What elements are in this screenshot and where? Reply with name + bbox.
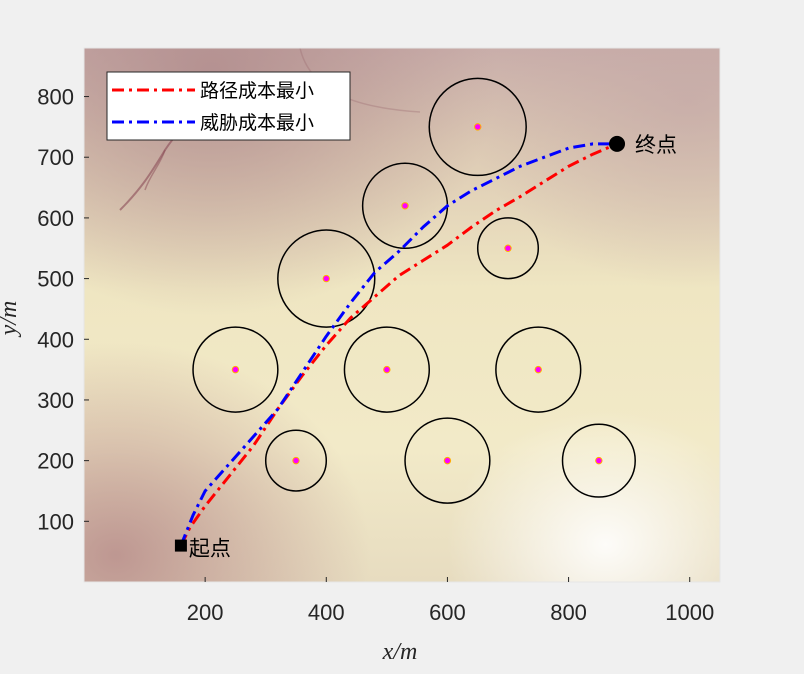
end-marker [609,135,626,152]
threat-center-point [401,202,409,210]
x-tick-label: 200 [187,600,224,625]
legend: 路径成本最小 威胁成本最小 [106,71,351,141]
threat-center-point [322,274,330,283]
threat-circle [192,326,279,413]
y-tick-label: 500 [37,267,74,292]
threat-circle [404,417,491,504]
plot-area-frame [83,47,721,583]
threat-circle [476,217,540,280]
threat-center-point [474,123,482,131]
end-label: 终点 [635,133,677,157]
start-marker [174,539,187,552]
threat-circle [495,326,582,413]
series-line-threat-cost [179,142,617,547]
threat-center-point [383,365,391,374]
y-axis-label: y/m [0,301,22,338]
threat-circle [343,326,431,413]
y-tick-label: 800 [37,85,74,110]
x-tick-label: 600 [429,600,466,625]
legend-label-threat-cost: 威胁成本最小 [200,112,314,134]
threat-circle [277,229,376,328]
y-tick-label: 100 [37,509,74,534]
legend-label-path-cost: 路径成本最小 [200,80,314,102]
y-tick-label: 200 [37,449,74,474]
series-line-path-cost [179,142,618,547]
threat-center-point [504,244,512,252]
y-tick-label: 400 [37,327,74,352]
x-tick-label: 1000 [665,600,714,625]
threat-center-point [534,365,542,374]
threat-circle [428,77,527,177]
y-axis-ticks: 100 200 300 400 500 600 700 800 [37,85,89,534]
threat-center-point [231,365,240,374]
threat-center-point [292,456,300,465]
x-tick-label: 400 [308,600,345,625]
threat-circle [264,429,328,492]
threat-center-point [443,456,452,465]
y-tick-label: 300 [37,388,74,413]
x-axis-label: x/m [382,639,418,665]
y-tick-label: 700 [37,145,74,170]
threat-center-point [595,456,603,465]
y-tick-label: 600 [37,206,74,231]
threat-circle [561,423,636,498]
start-label: 起点 [189,537,231,561]
legend-box [106,71,351,141]
x-axis-ticks: 200 400 600 800 1000 [187,577,714,625]
x-tick-label: 800 [550,600,587,625]
